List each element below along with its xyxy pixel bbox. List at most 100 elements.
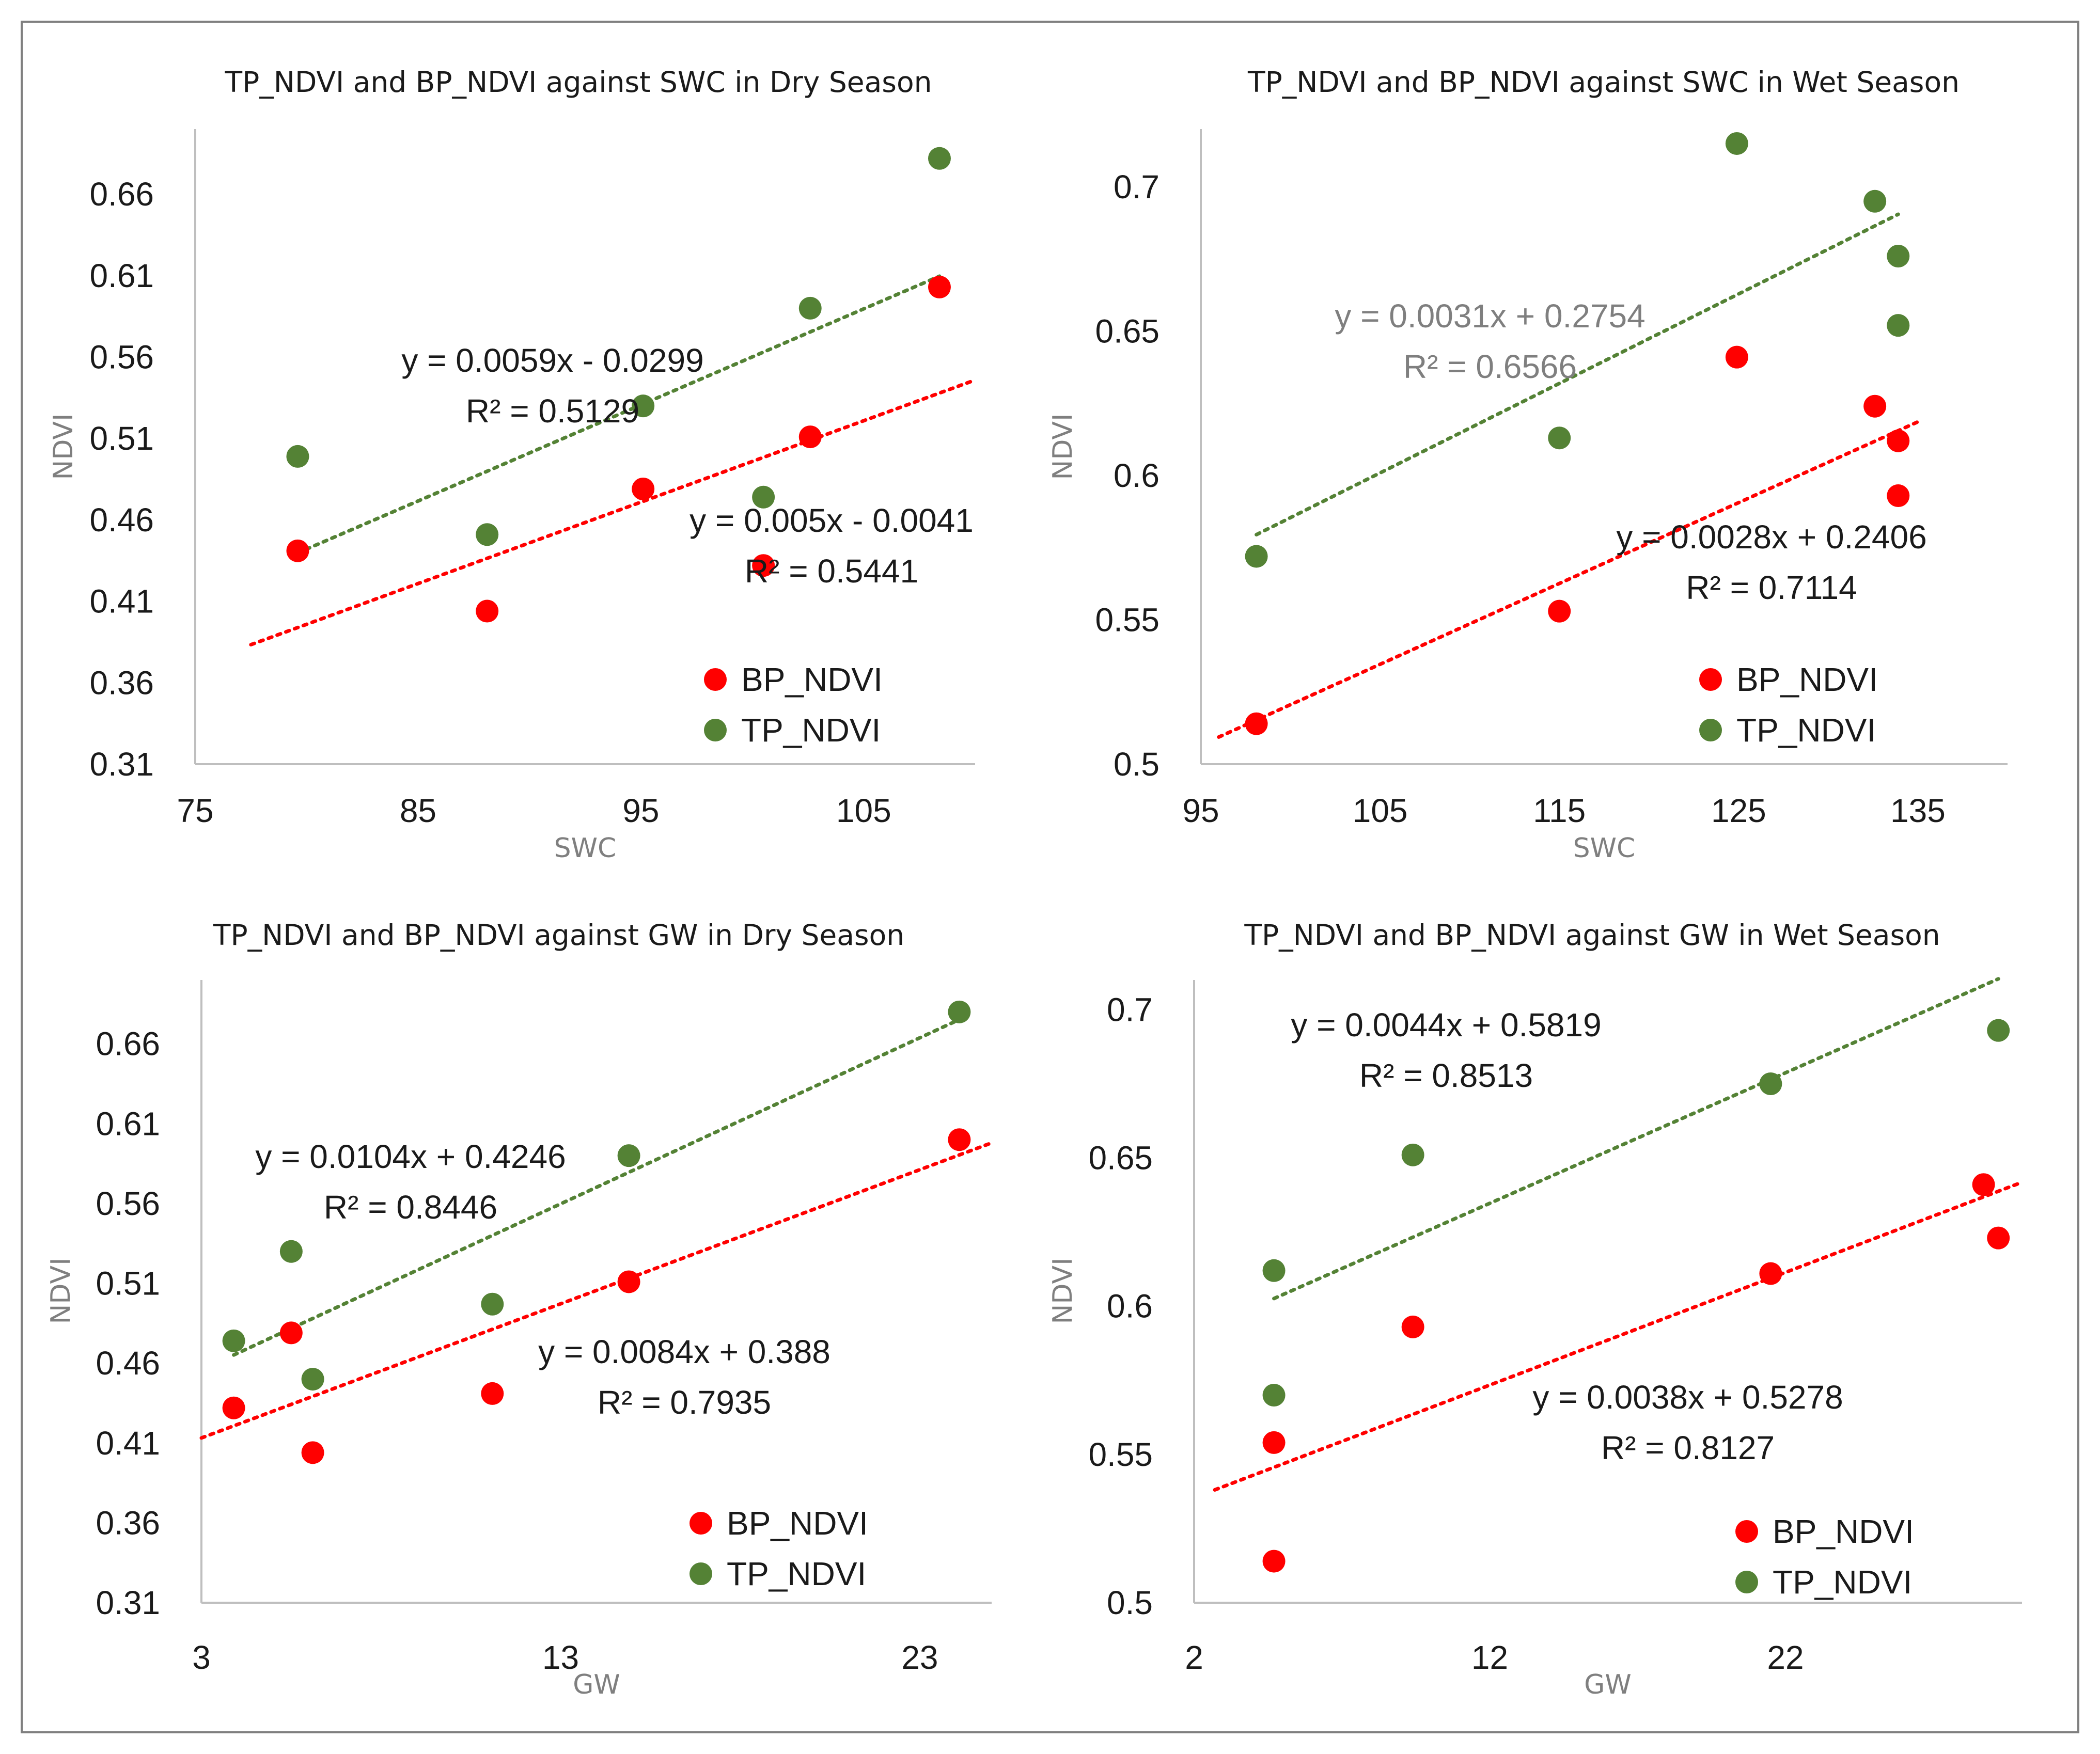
y-tick-label: 0.66: [89, 176, 154, 213]
x-tick-label: 95: [622, 792, 659, 829]
x-axis-label: GW: [1584, 1669, 1632, 1700]
data-point-tp-ndvi: [632, 394, 655, 418]
chart-panel-2: TP_NDVI and BP_NDVI against SWC in Wet S…: [1047, 66, 2008, 864]
trendline-r2: R² = 0.6566: [1403, 348, 1577, 385]
data-point-bp-ndvi: [948, 1128, 971, 1151]
legend-marker-bp-ndvi: [704, 668, 727, 691]
legend-label: BP_NDVI: [741, 661, 883, 698]
data-point-bp-ndvi: [1972, 1173, 1995, 1196]
y-axis-label: NDVI: [1047, 414, 1078, 480]
y-axis-label: NDVI: [45, 1258, 76, 1324]
trendline-equation: y = 0.0044x + 0.5819: [1291, 1006, 1601, 1044]
data-point-tp-ndvi: [1987, 1019, 2010, 1042]
data-point-bp-ndvi: [617, 1270, 640, 1293]
data-point-tp-ndvi: [1548, 426, 1571, 450]
x-tick-label: 105: [836, 792, 891, 829]
trendline-tp-ndvi: [1272, 977, 2000, 1301]
data-point-bp-ndvi: [798, 425, 822, 449]
data-point-tp-ndvi: [481, 1292, 504, 1316]
trendline-tp-ndvi: [1255, 212, 1900, 536]
trendline-r2: R² = 0.7935: [598, 1384, 771, 1421]
y-tick-label: 0.36: [96, 1504, 160, 1541]
chart-title: TP_NDVI and BP_NDVI against GW in Dry Se…: [213, 919, 904, 952]
data-point-tp-ndvi: [1725, 132, 1748, 155]
legend-marker-bp-ndvi: [689, 1512, 712, 1535]
data-point-bp-ndvi: [1262, 1431, 1286, 1454]
y-tick-label: 0.6: [1107, 1288, 1153, 1325]
y-tick-label: 0.65: [1088, 1140, 1153, 1177]
data-point-bp-ndvi: [1863, 394, 1887, 418]
x-tick-label: 105: [1353, 792, 1408, 829]
trendline-r2: R² = 0.7114: [1686, 569, 1857, 606]
trendline-r2: R² = 0.5129: [466, 392, 639, 430]
data-point-tp-ndvi: [1759, 1072, 1782, 1095]
x-tick-label: 13: [542, 1639, 579, 1676]
legend-marker-bp-ndvi: [1699, 668, 1722, 691]
data-point-bp-ndvi: [286, 539, 309, 562]
legend-label: BP_NDVI: [1773, 1513, 1914, 1550]
data-point-bp-ndvi: [1887, 484, 1910, 508]
data-point-bp-ndvi: [1887, 429, 1910, 452]
y-tick-label: 0.46: [89, 501, 154, 539]
y-tick-label: 0.56: [96, 1185, 160, 1222]
x-tick-label: 75: [177, 792, 213, 829]
data-point-bp-ndvi: [1548, 599, 1571, 623]
chart-panel-4: TP_NDVI and BP_NDVI against GW in Wet Se…: [1047, 919, 2024, 1700]
y-tick-label: 0.5: [1107, 1584, 1153, 1621]
data-point-tp-ndvi: [476, 523, 499, 546]
data-point-bp-ndvi: [1987, 1226, 2010, 1250]
trendline-equation: y = 0.0028x + 0.2406: [1616, 518, 1926, 556]
trendline-r2: R² = 0.5441: [745, 552, 918, 590]
y-tick-label: 0.46: [96, 1345, 160, 1382]
y-tick-label: 0.36: [89, 664, 154, 701]
data-point-tp-ndvi: [798, 296, 822, 320]
data-point-tp-ndvi: [617, 1144, 640, 1167]
data-point-tp-ndvi: [1887, 314, 1910, 337]
data-point-tp-ndvi: [1887, 245, 1910, 267]
legend-marker-tp-ndvi: [704, 719, 727, 741]
chart-title: TP_NDVI and BP_NDVI against SWC in Dry S…: [225, 66, 932, 99]
x-axis-label: SWC: [1573, 833, 1636, 864]
data-point-bp-ndvi: [632, 478, 655, 500]
legend-label: TP_NDVI: [1773, 1563, 1912, 1601]
data-point-bp-ndvi: [1245, 712, 1268, 735]
trendline-equation: y = 0.0059x - 0.0299: [401, 342, 703, 379]
y-tick-label: 0.41: [89, 583, 154, 620]
x-tick-label: 115: [1533, 792, 1586, 829]
figure-frame: [21, 21, 2079, 1733]
legend-marker-tp-ndvi: [1699, 719, 1722, 741]
data-point-bp-ndvi: [752, 554, 775, 577]
x-tick-label: 135: [1890, 792, 1946, 829]
x-tick-label: 2: [1185, 1639, 1203, 1676]
data-point-tp-ndvi: [948, 1000, 971, 1023]
data-point-bp-ndvi: [301, 1441, 324, 1464]
chart-title: TP_NDVI and BP_NDVI against SWC in Wet S…: [1247, 66, 1960, 99]
trendline-bp-ndvi: [199, 1141, 994, 1440]
x-tick-label: 12: [1471, 1639, 1508, 1676]
y-tick-label: 0.6: [1114, 457, 1159, 494]
y-tick-label: 0.61: [96, 1105, 160, 1142]
x-tick-label: 3: [192, 1639, 211, 1676]
trendline-equation: y = 0.005x - 0.0041: [689, 502, 974, 539]
y-tick-label: 0.51: [89, 420, 154, 457]
data-point-tp-ndvi: [279, 1240, 303, 1263]
trendline-r2: R² = 0.8513: [1359, 1057, 1533, 1094]
x-tick-label: 23: [901, 1639, 938, 1676]
data-point-bp-ndvi: [481, 1382, 504, 1405]
data-point-bp-ndvi: [928, 275, 951, 298]
y-tick-label: 0.61: [89, 257, 154, 294]
data-point-tp-ndvi: [1262, 1259, 1286, 1282]
x-tick-label: 85: [400, 792, 436, 829]
x-tick-label: 22: [1767, 1639, 1804, 1676]
data-point-tp-ndvi: [222, 1329, 245, 1352]
y-axis-label: NDVI: [1047, 1258, 1078, 1324]
data-point-tp-ndvi: [928, 147, 951, 170]
x-axis-label: GW: [573, 1669, 620, 1700]
y-tick-label: 0.5: [1114, 746, 1159, 783]
trendline-r2: R² = 0.8127: [1601, 1429, 1775, 1466]
legend-label: TP_NDVI: [727, 1555, 866, 1592]
trendline-r2: R² = 0.8446: [324, 1189, 497, 1226]
y-tick-label: 0.7: [1114, 168, 1159, 206]
y-tick-label: 0.66: [96, 1025, 160, 1063]
chart-title: TP_NDVI and BP_NDVI against GW in Wet Se…: [1244, 919, 1940, 952]
